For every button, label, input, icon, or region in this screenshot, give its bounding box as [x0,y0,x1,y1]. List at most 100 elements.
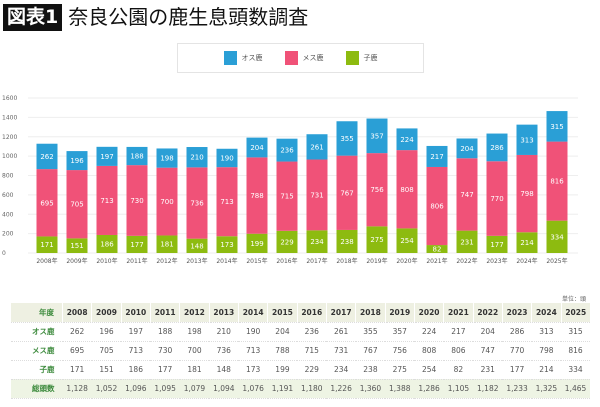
y-tick-label: 800 [2,173,14,180]
row-label: オス鹿 [10,322,63,342]
year-header: 2008 [61,303,92,323]
table-cell: 1,191 [267,379,298,399]
legend-item-female: メス鹿 [284,51,324,65]
bar-segment [96,234,118,253]
bar-segment [366,118,388,154]
data-label: 196 [70,157,84,165]
data-table: 年度 2008 2009 2010 2011 2012 2013 2014 2015 2016 20… [10,303,590,399]
data-label: 700 [160,198,173,206]
table-cell: 181 [179,360,210,380]
data-label: 151 [70,242,83,250]
data-label: 334 [550,233,564,241]
data-label: 234 [310,238,324,246]
table-cell: 171 [62,360,92,380]
table-cell: 229 [297,360,327,380]
table-cell: 198 [179,322,210,342]
x-tick-label: 2015年 [246,257,267,265]
table-row: メス鹿 695 705 713 730 700 736 713 788 715 731 767 756 8… [10,341,590,361]
table-cell: 1,094 [209,379,239,399]
table-cell: 197 [121,322,151,342]
data-label: 204 [460,145,474,153]
data-label: 173 [220,241,233,249]
year-header: 2025 [560,303,590,323]
table-cell: 1,286 [414,379,444,399]
data-label: 715 [280,193,293,201]
year-header: 2019 [384,303,415,323]
data-label: 286 [490,144,504,152]
x-tick-label: 2018年 [336,257,357,265]
bar-segment [216,236,238,253]
table-cell: 1,182 [473,379,503,399]
table-cell: 756 [385,341,415,361]
year-header: 2013 [208,303,239,323]
x-tick-label: 2016年 [276,257,297,265]
y-tick-label: 1400 [2,114,17,121]
table-cell: 199 [267,360,298,380]
data-label: 747 [460,191,473,199]
table-cell: 238 [355,360,386,380]
bar-segment [516,124,538,155]
year-header: 2021 [443,303,474,323]
x-tick-label: 2013年 [186,257,207,265]
table-cell: 1,105 [443,379,474,399]
row-label: 子鹿 [10,360,63,380]
table-cell: 173 [238,360,268,380]
bar-segment [486,161,508,236]
bar-segment [426,145,448,167]
data-label: 188 [130,153,143,161]
data-label: 713 [100,197,113,205]
data-label: 705 [70,201,83,209]
table-cell: 261 [326,322,356,342]
bar-segment [96,165,118,235]
data-label: 695 [40,199,53,207]
bar-segment [336,155,358,230]
table-cell: 808 [414,341,444,361]
table-cell: 177 [150,360,180,380]
bar-segment [366,226,388,253]
data-label: 236 [280,147,294,155]
table-cell: 231 [473,360,503,380]
table-cell: 713 [121,341,151,361]
data-label: 177 [490,241,503,249]
data-label: 217 [430,153,443,161]
table-cell: 713 [238,341,268,361]
table-cell: 217 [443,322,474,342]
bar-segment [126,146,148,166]
table-cell: 1,052 [91,379,122,399]
figure-title: 図表1 奈良公園の鹿生息頭数調査 [3,4,308,31]
x-tick-label: 2008年 [36,257,57,265]
table-cell: 1,226 [326,379,356,399]
data-label: 806 [430,203,444,211]
header-label: 年度 [10,303,63,323]
table-cell: 204 [267,322,298,342]
table-cell: 286 [502,322,532,342]
y-tick-label: 1600 [2,95,17,102]
data-label: 261 [310,143,323,151]
legend-swatch [223,51,237,65]
x-tick-label: 2014年 [216,257,237,265]
table-cell: 148 [209,360,239,380]
year-header: 2022 [472,303,503,323]
table-cell: 695 [62,341,92,361]
bar-segment [156,148,178,168]
data-label: 730 [130,197,143,205]
data-label: 254 [400,237,414,245]
legend: オス鹿 メス鹿 子鹿 [177,43,424,73]
data-label: 177 [130,241,143,249]
table-cell: 1,388 [385,379,415,399]
table-cell: 1,180 [297,379,327,399]
bar-segment [276,230,298,253]
table-cell: 1,465 [561,379,590,399]
y-tick-label: 1000 [2,153,17,160]
table-cell: 313 [531,322,562,342]
x-tick-label: 2011年 [126,257,147,265]
bar-segment [186,167,208,239]
bar-segment [216,148,238,168]
data-label: 190 [220,154,233,162]
data-label: 210 [190,154,203,162]
table-cell: 1,325 [531,379,562,399]
table-cell: 736 [209,341,239,361]
table-cell: 236 [297,322,327,342]
x-tick-label: 2017年 [306,257,327,265]
table-cell: 806 [443,341,474,361]
